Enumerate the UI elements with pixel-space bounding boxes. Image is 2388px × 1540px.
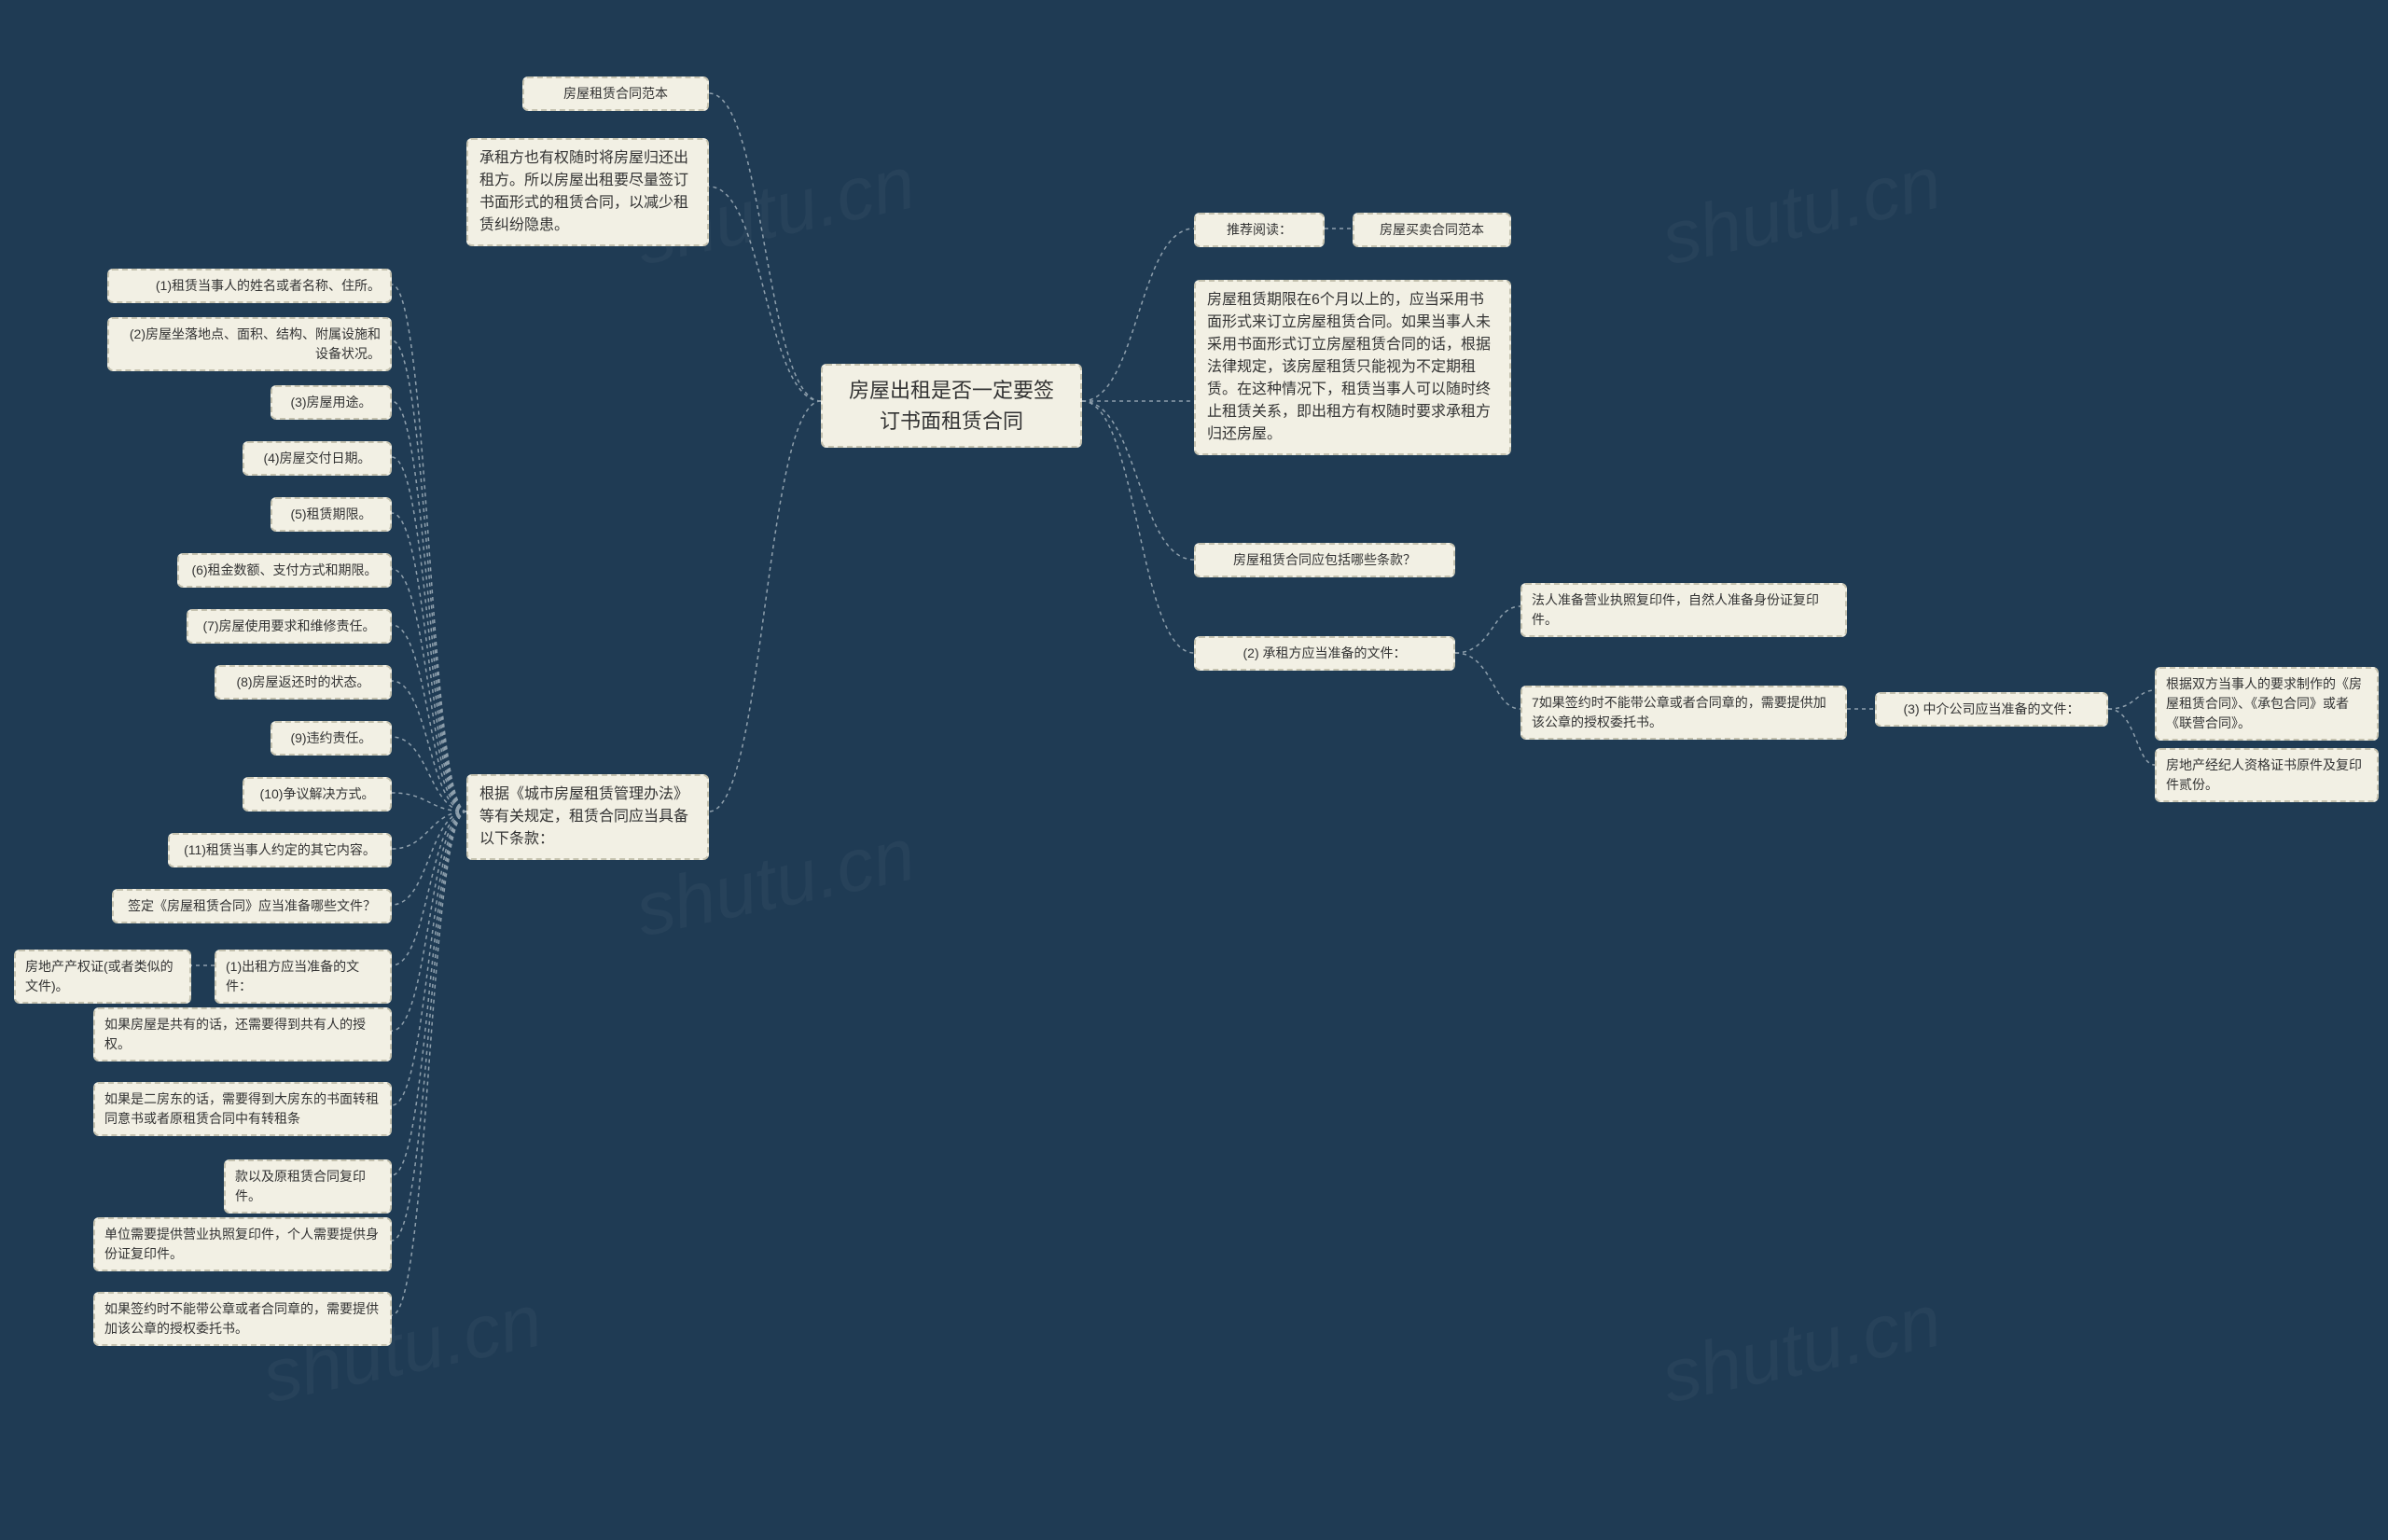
- watermark: shutu.cn: [1655, 140, 1949, 283]
- text-ltop2: 承租方也有权随时将房屋归还出租方。所以房屋出租要尽量签订书面形式的租赁合同，以减…: [479, 147, 696, 237]
- node-item-1: (1)租赁当事人的姓名或者名称、住所。: [107, 269, 392, 303]
- text-subitem-5: 如果签约时不能带公章或者合同章的，需要提供加该公章的授权委托书。: [104, 1299, 381, 1339]
- node-ltop1: 房屋租赁合同范本: [522, 76, 709, 111]
- text-item-4: (4)房屋交付日期。: [263, 449, 370, 468]
- node-r3: 房屋租赁合同应包括哪些条款？: [1194, 543, 1455, 577]
- node-r4b: 7如果签约时不能带公章或者合同章的，需要提供加该公章的授权委托书。: [1520, 686, 1847, 740]
- node-r2: 房屋租赁期限在6个月以上的，应当采用书面形式来订立房屋租赁合同。如果当事人未采用…: [1194, 280, 1511, 455]
- text-item-12: 签定《房屋租赁合同》应当准备哪些文件？: [128, 896, 376, 916]
- text-subitem-4: 单位需要提供营业执照复印件，个人需要提供身份证复印件。: [104, 1225, 381, 1264]
- text-subitem-1: 如果房屋是共有的话，还需要得到共有人的授权。: [104, 1015, 381, 1054]
- node-item-9: (9)违约责任。: [271, 721, 392, 756]
- node-item-10: (10)争议解决方式。: [243, 777, 392, 812]
- text-r5a: 根据双方当事人的要求制作的《房屋租赁合同》、《承包合同》或者《联营合同》。: [2166, 674, 2367, 733]
- node-r1: 推荐阅读：: [1194, 213, 1325, 247]
- node-r5: (3) 中介公司应当准备的文件：: [1875, 692, 2108, 727]
- node-r5a: 根据双方当事人的要求制作的《房屋租赁合同》、《承包合同》或者《联营合同》。: [2155, 667, 2379, 741]
- text-sub-left: 房地产产权证(或者类似的文件)。: [25, 957, 180, 996]
- text-r5: (3) 中介公司应当准备的文件：: [1904, 700, 2080, 719]
- node-sub-header: (1)出租方应当准备的文件：: [215, 950, 392, 1004]
- text-r4: (2) 承租方应当准备的文件：: [1243, 644, 1407, 663]
- node-subitem-5: 如果签约时不能带公章或者合同章的，需要提供加该公章的授权委托书。: [93, 1292, 392, 1346]
- text-item-8: (8)房屋返还时的状态。: [236, 673, 369, 692]
- text-item-7: (7)房屋使用要求和维修责任。: [202, 617, 375, 636]
- text-item-3: (3)房屋用途。: [290, 393, 371, 412]
- node-subitem-1: 如果房屋是共有的话，还需要得到共有人的授权。: [93, 1007, 392, 1061]
- text-lmid: 根据《城市房屋租赁管理办法》等有关规定，租赁合同应当具备以下条款：: [479, 784, 696, 851]
- node-item-5: (5)租赁期限。: [271, 497, 392, 532]
- text-item-2: (2)房屋坐落地点、面积、结构、附属设施和设备状况。: [118, 325, 381, 364]
- node-lmid: 根据《城市房屋租赁管理办法》等有关规定，租赁合同应当具备以下条款：: [466, 774, 709, 860]
- center-title: 房屋出租是否一定要签订书面租赁合同: [841, 375, 1062, 437]
- node-subitem-3: 款以及原租赁合同复印件。: [224, 1159, 392, 1214]
- text-item-5: (5)租赁期限。: [290, 505, 371, 524]
- text-sub-header: (1)出租方应当准备的文件：: [226, 957, 381, 996]
- node-item-11: (11)租赁当事人约定的其它内容。: [168, 833, 392, 867]
- text-r1: 推荐阅读：: [1227, 220, 1292, 240]
- node-r4: (2) 承租方应当准备的文件：: [1194, 636, 1455, 671]
- node-r4a: 法人准备营业执照复印件，自然人准备身份证复印件。: [1520, 583, 1847, 637]
- text-item-9: (9)违约责任。: [290, 728, 371, 748]
- text-r1b: 房屋买卖合同范本: [1380, 220, 1484, 240]
- node-sub-left: 房地产产权证(或者类似的文件)。: [14, 950, 191, 1004]
- text-r2: 房屋租赁期限在6个月以上的，应当采用书面形式来订立房屋租赁合同。如果当事人未采用…: [1207, 289, 1498, 446]
- node-r5b: 房地产经纪人资格证书原件及复印件贰份。: [2155, 748, 2379, 802]
- node-item-6: (6)租金数额、支付方式和期限。: [177, 553, 392, 588]
- text-ltop1: 房屋租赁合同范本: [563, 84, 668, 104]
- node-item-4: (4)房屋交付日期。: [243, 441, 392, 476]
- center-node: 房屋出租是否一定要签订书面租赁合同: [821, 364, 1082, 448]
- text-r4a: 法人准备营业执照复印件，自然人准备身份证复印件。: [1532, 590, 1836, 630]
- text-item-10: (10)争议解决方式。: [260, 784, 375, 804]
- text-subitem-3: 款以及原租赁合同复印件。: [235, 1167, 381, 1206]
- node-item-12: 签定《房屋租赁合同》应当准备哪些文件？: [112, 889, 392, 923]
- node-ltop2: 承租方也有权随时将房屋归还出租方。所以房屋出租要尽量签订书面形式的租赁合同，以减…: [466, 138, 709, 246]
- text-item-6: (6)租金数额、支付方式和期限。: [191, 561, 377, 580]
- node-subitem-4: 单位需要提供营业执照复印件，个人需要提供身份证复印件。: [93, 1217, 392, 1271]
- node-subitem-2: 如果是二房东的话，需要得到大房东的书面转租同意书或者原租赁合同中有转租条: [93, 1082, 392, 1136]
- node-item-8: (8)房屋返还时的状态。: [215, 665, 392, 700]
- text-item-1: (1)租赁当事人的姓名或者名称、住所。: [156, 276, 381, 296]
- node-r1b: 房屋买卖合同范本: [1353, 213, 1511, 247]
- node-item-3: (3)房屋用途。: [271, 385, 392, 420]
- text-r5b: 房地产经纪人资格证书原件及复印件贰份。: [2166, 756, 2367, 795]
- watermark: shutu.cn: [1655, 1278, 1949, 1421]
- text-r4b: 7如果签约时不能带公章或者合同章的，需要提供加该公章的授权委托书。: [1532, 693, 1836, 732]
- text-item-11: (11)租赁当事人约定的其它内容。: [184, 840, 376, 860]
- text-r3: 房屋租赁合同应包括哪些条款？: [1233, 550, 1416, 570]
- text-subitem-2: 如果是二房东的话，需要得到大房东的书面转租同意书或者原租赁合同中有转租条: [104, 1089, 381, 1129]
- node-item-7: (7)房屋使用要求和维修责任。: [187, 609, 392, 644]
- node-item-2: (2)房屋坐落地点、面积、结构、附属设施和设备状况。: [107, 317, 392, 371]
